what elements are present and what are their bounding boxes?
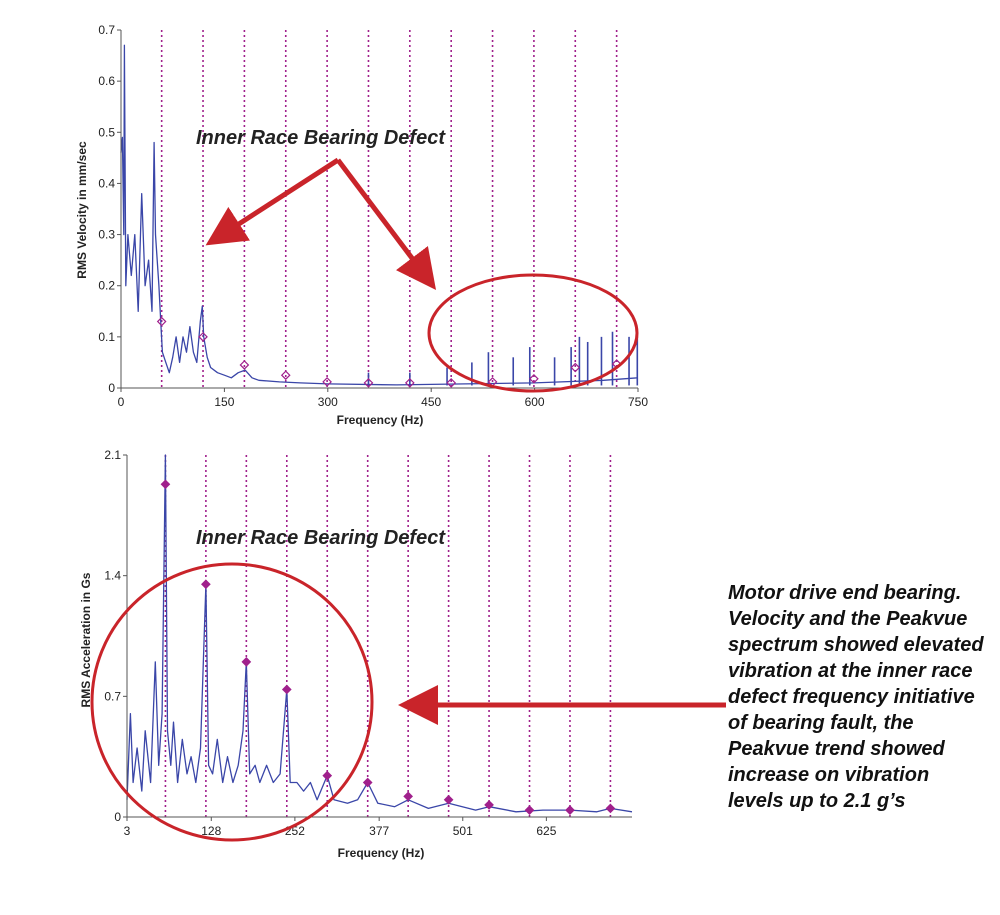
velocity-y-tick-label: 0.1 [98, 330, 115, 344]
velocity-x-tick-label: 150 [214, 395, 234, 409]
velocity-x-tick-label: 450 [421, 395, 441, 409]
velocity-harmonic-marker-10 [529, 373, 539, 384]
velocity-harmonic-marker-3 [239, 360, 250, 370]
acceleration-x-tick-label: 625 [536, 824, 556, 838]
acceleration-harmonic-marker-8 [443, 794, 454, 805]
acceleration-harmonic-marker-12 [605, 803, 616, 814]
acceleration-highlight-circle [90, 562, 374, 842]
velocity-highlight-circle [427, 273, 639, 393]
velocity-harmonic-marker-7 [404, 378, 415, 388]
acceleration-x-tick-label: 501 [453, 824, 473, 838]
velocity-harmonic-marker-1 [156, 316, 167, 327]
acceleration-y-axis-label: RMS Acceleration in Gs [79, 572, 93, 707]
acceleration-x-tick-label: 377 [369, 824, 389, 838]
velocity-spectrum-chart: 00.10.20.30.40.50.60.7 0 150 300 450 600 750 … [75, 23, 648, 427]
velocity-x-tick-label: 750 [628, 395, 648, 409]
velocity-y-axis-label: RMS Velocity in mm/sec [75, 141, 89, 279]
velocity-annotation-label: Inner Race Bearing Defect [196, 127, 446, 149]
peakvue-spectrum-chart: 00.71.42.1 3 128 252 377 501 625 Frequency (H… [79, 448, 726, 860]
velocity-y-tick-label: 0 [108, 381, 115, 395]
acceleration-harmonic-lines [164, 455, 612, 817]
acceleration-harmonic-marker-1 [160, 479, 171, 490]
acceleration-harmonic-marker-6 [362, 777, 373, 788]
velocity-x-ticks: 0 150 300 450 600 750 [118, 388, 648, 409]
velocity-series-line [120, 44, 639, 386]
velocity-harmonic-lines [160, 30, 618, 388]
velocity-y-tick-label: 0.3 [98, 228, 115, 242]
velocity-x-axis-label: Frequency (Hz) [337, 413, 424, 427]
acceleration-harmonic-marker-5 [322, 770, 333, 781]
annotation-arrow-left [205, 157, 340, 246]
acceleration-y-tick-label: 0 [114, 810, 121, 824]
acceleration-y-tick-label: 0.7 [104, 689, 121, 703]
velocity-x-tick-label: 600 [525, 395, 545, 409]
acceleration-x-tick-label: 3 [124, 824, 131, 838]
acceleration-y-ticks: 0 0.7 1.4 2.1 [104, 448, 127, 824]
velocity-harmonic-marker-5 [322, 377, 332, 387]
velocity-y-tick-label: 0.4 [98, 176, 115, 190]
velocity-harmonic-marker-8 [446, 378, 457, 388]
velocity-y-ticks: 0 0.1 0.2 0.3 0.4 0.5 0.6 0.7 [98, 23, 121, 395]
acceleration-harmonic-marker-2 [201, 579, 211, 590]
velocity-x-tick-label: 0 [118, 395, 125, 409]
velocity-axes [120, 30, 638, 389]
acceleration-x-ticks: 3 128 252 377 501 625 [124, 817, 557, 838]
acceleration-harmonic-marker-3 [241, 657, 252, 667]
acceleration-harmonic-marker-9 [484, 800, 494, 810]
acceleration-axes [126, 455, 632, 818]
velocity-x-tick-label: 300 [318, 395, 338, 409]
acceleration-harmonic-marker-11 [565, 805, 575, 815]
acceleration-y-tick-label: 2.1 [104, 448, 121, 462]
velocity-y-tick-label: 0.2 [98, 279, 115, 293]
acceleration-harmonic-marker-10 [524, 805, 535, 815]
side-note-text: Motor drive end bearing. Velocity and th… [728, 582, 984, 812]
acceleration-series [126, 454, 633, 813]
velocity-harmonic-marker-6 [363, 378, 374, 388]
velocity-y-tick-label: 0.6 [98, 74, 115, 88]
acceleration-harmonic-marker-7 [403, 791, 414, 802]
acceleration-harmonic-markers [160, 479, 616, 815]
velocity-series [120, 44, 639, 386]
velocity-annotation-arrows [205, 157, 437, 290]
velocity-y-tick-label: 0.7 [98, 23, 115, 37]
acceleration-harmonic-marker-4 [281, 684, 292, 695]
velocity-harmonic-marker-2 [198, 332, 208, 342]
acceleration-x-tick-label: 128 [201, 824, 221, 838]
acceleration-x-axis-label: Frequency (Hz) [338, 846, 425, 860]
acceleration-annotation-label: Inner Race Bearing Defect [196, 527, 446, 549]
acceleration-y-tick-label: 1.4 [104, 569, 121, 583]
velocity-harmonic-marker-4 [280, 370, 291, 381]
velocity-harmonic-marker-11 [570, 362, 581, 373]
annotation-arrow-right [336, 158, 437, 290]
acceleration-series-line [126, 454, 633, 813]
velocity-y-tick-label: 0.5 [98, 125, 115, 139]
